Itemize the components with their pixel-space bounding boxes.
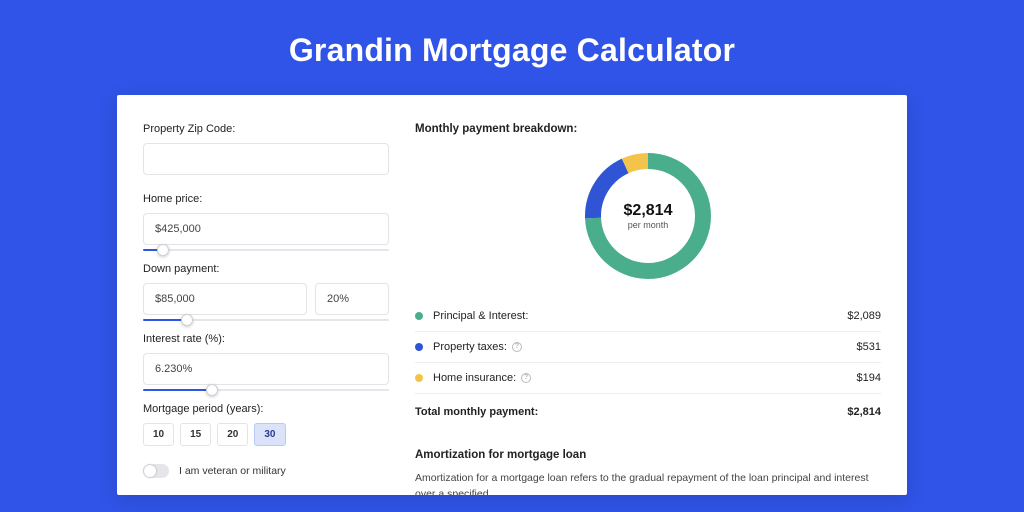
payment-donut-chart: $2,814 per month bbox=[585, 153, 711, 279]
veteran-toggle[interactable] bbox=[143, 464, 169, 478]
downpayment-group: Down payment: bbox=[143, 263, 389, 315]
period-option-20[interactable]: 20 bbox=[217, 423, 248, 446]
period-options: 10 15 20 30 bbox=[143, 423, 389, 446]
calculator-card: Property Zip Code: Home price: Down paym… bbox=[117, 95, 907, 495]
period-option-15[interactable]: 15 bbox=[180, 423, 211, 446]
rate-slider-fill bbox=[143, 389, 212, 391]
legend-label-text: Home insurance: bbox=[433, 372, 516, 384]
rate-slider-thumb[interactable] bbox=[206, 384, 218, 396]
price-slider-track[interactable] bbox=[143, 249, 389, 251]
legend-value: $194 bbox=[857, 372, 881, 384]
breakdown-title: Monthly payment breakdown: bbox=[415, 123, 881, 135]
legend-value: $2,089 bbox=[847, 310, 881, 322]
legend-row-0: Principal & Interest: $2,089 bbox=[415, 301, 881, 332]
info-icon[interactable]: ? bbox=[521, 373, 531, 383]
legend-label: Home insurance:? bbox=[433, 372, 531, 384]
period-label: Mortgage period (years): bbox=[143, 403, 389, 415]
donut-amount: $2,814 bbox=[624, 202, 673, 220]
legend-dot-icon bbox=[415, 343, 423, 351]
legend-value: $531 bbox=[857, 341, 881, 353]
inputs-column: Property Zip Code: Home price: Down paym… bbox=[143, 123, 389, 495]
price-input[interactable] bbox=[143, 213, 389, 245]
legend-dot-icon bbox=[415, 312, 423, 320]
price-slider-thumb[interactable] bbox=[157, 244, 169, 256]
amortization-text: Amortization for a mortgage loan refers … bbox=[415, 471, 881, 495]
donut-center: $2,814 per month bbox=[585, 153, 711, 279]
info-icon[interactable]: ? bbox=[512, 342, 522, 352]
downpayment-amount-input[interactable] bbox=[143, 283, 307, 315]
legend-total-value: $2,814 bbox=[847, 406, 881, 418]
donut-container: $2,814 per month bbox=[415, 147, 881, 297]
legend-row-2: Home insurance:? $194 bbox=[415, 363, 881, 394]
veteran-toggle-knob bbox=[144, 465, 156, 477]
rate-input[interactable] bbox=[143, 353, 389, 385]
breakdown-column: Monthly payment breakdown: $2,814 per mo… bbox=[415, 123, 881, 495]
donut-subtitle: per month bbox=[628, 220, 669, 230]
legend-total-row: Total monthly payment: $2,814 bbox=[415, 394, 881, 427]
legend-label: Principal & Interest: bbox=[433, 310, 528, 322]
legend-total-label: Total monthly payment: bbox=[415, 406, 538, 418]
veteran-label: I am veteran or military bbox=[179, 465, 286, 477]
rate-label: Interest rate (%): bbox=[143, 333, 389, 345]
legend-label: Property taxes:? bbox=[433, 341, 522, 353]
legend: Principal & Interest: $2,089 Property taxe… bbox=[415, 301, 881, 427]
amortization-title: Amortization for mortgage loan bbox=[415, 449, 881, 461]
veteran-row: I am veteran or military bbox=[143, 464, 389, 478]
downpayment-percent-input[interactable] bbox=[315, 283, 389, 315]
downpayment-label: Down payment: bbox=[143, 263, 389, 275]
price-group: Home price: bbox=[143, 193, 389, 245]
legend-label-text: Principal & Interest: bbox=[433, 310, 528, 322]
page-title: Grandin Mortgage Calculator bbox=[0, 0, 1024, 95]
legend-label-text: Property taxes: bbox=[433, 341, 507, 353]
legend-dot-icon bbox=[415, 374, 423, 382]
downpayment-slider-thumb[interactable] bbox=[181, 314, 193, 326]
period-option-30[interactable]: 30 bbox=[254, 423, 285, 446]
zip-input[interactable] bbox=[143, 143, 389, 175]
zip-group: Property Zip Code: bbox=[143, 123, 389, 175]
rate-group: Interest rate (%): bbox=[143, 333, 389, 385]
downpayment-row bbox=[143, 283, 389, 315]
period-option-10[interactable]: 10 bbox=[143, 423, 174, 446]
period-group: Mortgage period (years): 10 15 20 30 bbox=[143, 403, 389, 446]
zip-label: Property Zip Code: bbox=[143, 123, 389, 135]
price-label: Home price: bbox=[143, 193, 389, 205]
legend-row-1: Property taxes:? $531 bbox=[415, 332, 881, 363]
